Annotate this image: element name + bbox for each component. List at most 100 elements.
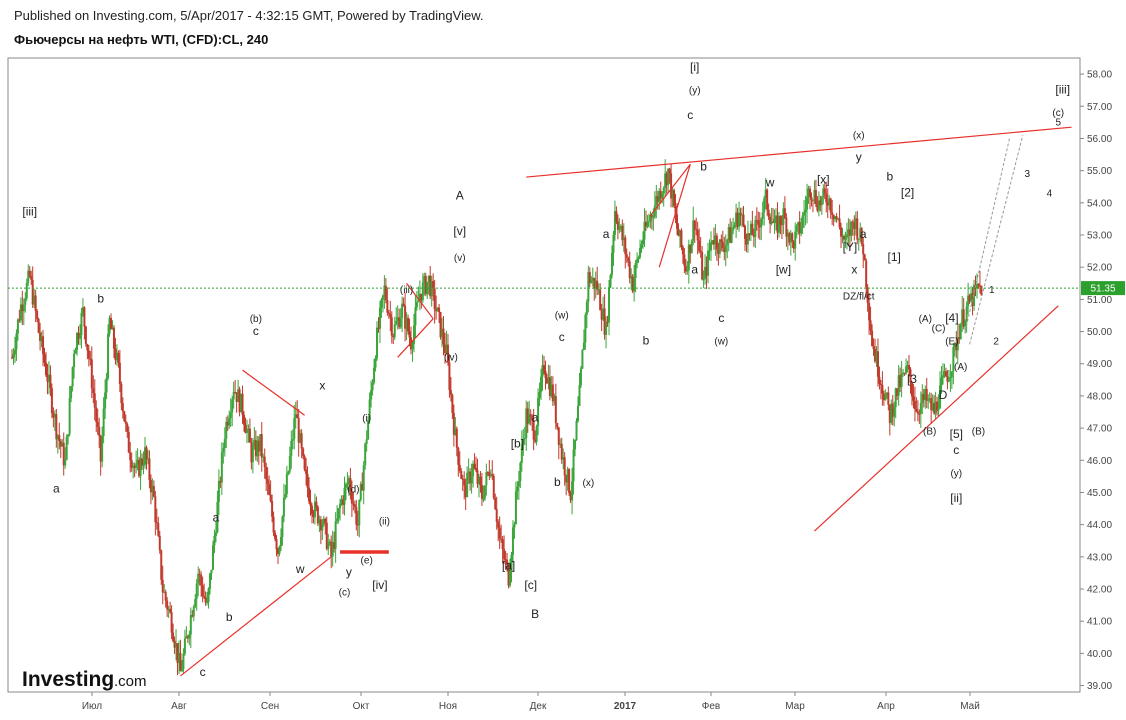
candle <box>659 181 662 204</box>
candle <box>633 264 636 302</box>
candle <box>888 404 891 436</box>
candle <box>42 329 45 367</box>
candle <box>856 211 859 245</box>
candle <box>857 238 860 251</box>
candle <box>457 446 460 477</box>
wave-label: a <box>532 411 539 425</box>
candle <box>429 265 432 300</box>
candle <box>441 317 444 348</box>
candle <box>183 629 186 656</box>
candle <box>445 330 448 355</box>
candle <box>519 461 522 488</box>
price-axis[interactable]: 39.00 40.00 41.00 42.00 43.00 44.00 45.00 46.00… <box>1079 58 1112 692</box>
wave-label: y <box>856 150 862 164</box>
candle <box>763 195 766 226</box>
candle <box>973 279 976 311</box>
candle <box>946 370 949 390</box>
candle <box>342 495 345 515</box>
candle <box>777 211 780 238</box>
projection-line <box>969 135 1024 345</box>
candle <box>550 375 553 398</box>
investing-logo[interactable]: Investing .com <box>22 668 147 691</box>
candle <box>27 264 30 286</box>
candle <box>432 273 435 301</box>
x-tick-label: Июл <box>82 701 102 712</box>
candle <box>105 372 108 400</box>
candle <box>751 210 754 236</box>
candle <box>414 294 417 339</box>
candle <box>801 211 804 235</box>
candle <box>517 470 520 500</box>
wave-label: c <box>687 108 693 122</box>
candle <box>56 434 59 454</box>
candle <box>553 393 556 406</box>
candle <box>463 471 466 500</box>
wave-label: [c] <box>524 578 537 592</box>
candle <box>783 196 786 219</box>
trendline <box>397 318 434 358</box>
candle <box>256 435 259 462</box>
candle <box>881 371 884 406</box>
candle <box>871 324 874 347</box>
candle <box>299 429 302 444</box>
candle <box>624 235 627 269</box>
candle <box>191 609 194 618</box>
trendline <box>242 369 305 416</box>
y-tick-label: 51.00 <box>1087 295 1112 306</box>
candle <box>891 395 894 426</box>
candle <box>879 379 882 400</box>
candle <box>315 496 318 512</box>
candle <box>534 430 537 444</box>
candle <box>452 404 455 447</box>
wave-label: (B) <box>923 427 936 438</box>
candle <box>794 222 797 261</box>
candle <box>602 296 605 321</box>
candle <box>814 179 817 208</box>
candle <box>293 405 296 450</box>
plot-area <box>7 57 1081 693</box>
candle <box>516 481 519 500</box>
candle <box>31 266 34 309</box>
time-axis[interactable]: Июл Авг Сен Окт Ноя Дек 2017 Фев Мар Апр Май <box>82 692 980 712</box>
candle <box>232 381 235 409</box>
candle <box>67 434 70 445</box>
y-tick-label: 55.00 <box>1087 166 1112 177</box>
candle <box>900 360 903 398</box>
candle <box>949 364 952 392</box>
candle <box>220 442 223 496</box>
candle <box>370 380 373 408</box>
candle <box>690 239 693 254</box>
candle <box>197 566 200 597</box>
candle <box>33 288 36 308</box>
candle <box>290 430 293 469</box>
candle <box>485 463 488 496</box>
candle <box>597 283 600 295</box>
candle <box>384 278 387 304</box>
wave-label: a <box>213 510 220 524</box>
candle <box>231 395 234 427</box>
wave-label: [ii] <box>950 491 962 505</box>
candle <box>640 240 643 253</box>
candle <box>93 379 96 421</box>
candle <box>130 452 133 472</box>
candle <box>590 276 593 284</box>
candle <box>664 159 667 196</box>
candle <box>454 417 457 436</box>
candle <box>723 236 726 261</box>
candle <box>217 469 220 516</box>
candle <box>933 394 936 415</box>
candle <box>84 325 87 347</box>
candle <box>606 315 609 327</box>
candle <box>902 368 905 377</box>
candle <box>158 530 161 554</box>
candle <box>678 229 681 248</box>
candle <box>223 427 226 457</box>
wave-label: [2] <box>901 185 914 199</box>
candle <box>99 434 102 476</box>
candle <box>364 442 367 470</box>
x-tick-label: Ноя <box>439 701 457 712</box>
candle <box>643 208 646 247</box>
candle <box>234 379 237 394</box>
candle <box>486 471 489 477</box>
